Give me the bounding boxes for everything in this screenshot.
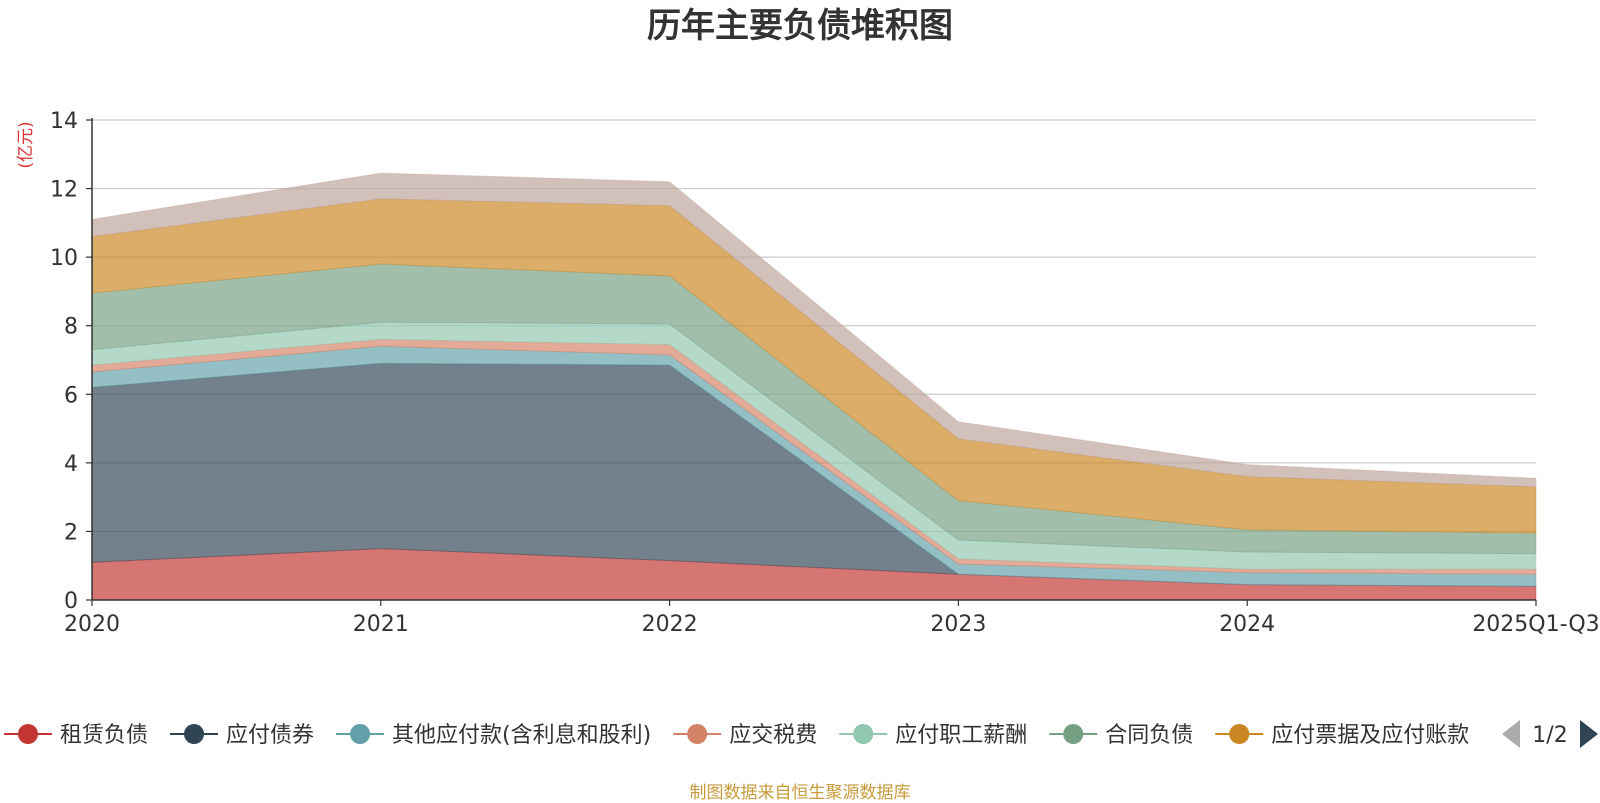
x-tick-label: 2020: [64, 612, 120, 637]
legend-label: 租赁负债: [60, 723, 148, 748]
y-tick-label: 14: [50, 109, 78, 134]
y-tick-label: 8: [64, 315, 78, 340]
legend-label: 应付票据及应付账款: [1271, 723, 1469, 748]
legend-label: 应付债券: [226, 723, 314, 748]
y-tick-label: 6: [64, 383, 78, 408]
y-tick-label: 2: [64, 520, 78, 545]
area-应付债券: [91, 362, 1537, 587]
legend-item[interactable]: 应付票据及应付账款: [1215, 723, 1469, 748]
legend-item[interactable]: 应交税费: [673, 723, 817, 748]
legend-label: 应付职工薪酬: [895, 723, 1027, 748]
y-tick-label: 12: [50, 178, 78, 203]
legend-marker: [184, 724, 205, 744]
chart-title: 历年主要负债堆积图: [647, 6, 953, 46]
area-series: [91, 172, 1537, 601]
axes: 0 2 4 6 8 10 12 14 2020 2021 2022 2023 2024 2025Q1-Q3: [50, 109, 1600, 637]
legend-item[interactable]: 其他应付款(含利息和股利): [336, 723, 651, 748]
legend-label: 合同负债: [1105, 723, 1193, 748]
legend-label: 其他应付款(含利息和股利): [392, 723, 651, 748]
legend-item[interactable]: 应付职工薪酬: [839, 723, 1027, 748]
x-tick-label: 2021: [353, 612, 409, 637]
legend[interactable]: 租赁负债 应付债券 其他应付款(含利息和股利) 应交税费 应付职工薪酬 合同负债 应付票据及…: [4, 720, 1598, 748]
legend-item[interactable]: 应付债券: [170, 723, 314, 748]
y-axis-label: (亿元): [16, 121, 36, 168]
legend-label: 应交税费: [729, 723, 817, 748]
y-tick-label: 10: [50, 246, 78, 271]
x-tick-label: 2023: [930, 612, 986, 637]
legend-next-icon[interactable]: [1580, 720, 1598, 748]
legend-marker: [1229, 724, 1250, 744]
legend-items: 租赁负债 应付债券 其他应付款(含利息和股利) 应交税费 应付职工薪酬 合同负债 应付票据及…: [4, 723, 1469, 748]
legend-marker: [18, 724, 38, 744]
area-其他: [91, 172, 1537, 488]
x-tick-label: 2024: [1219, 612, 1275, 637]
legend-marker: [1063, 724, 1084, 744]
y-tick-label: 4: [64, 452, 78, 477]
legend-marker: [687, 724, 708, 744]
legend-page-indicator: 1/2: [1532, 723, 1567, 748]
legend-marker: [853, 724, 874, 744]
legend-marker: [350, 724, 371, 744]
x-tick-label: 2022: [642, 612, 698, 637]
legend-prev-icon[interactable]: [1502, 720, 1520, 748]
x-tick-label: 2025Q1-Q3: [1472, 612, 1599, 637]
legend-item[interactable]: 租赁负债: [4, 723, 148, 748]
legend-item[interactable]: 合同负债: [1049, 723, 1193, 748]
source-note: 制图数据来自恒生聚源数据库: [689, 783, 911, 803]
y-tick-label: 0: [64, 589, 78, 614]
